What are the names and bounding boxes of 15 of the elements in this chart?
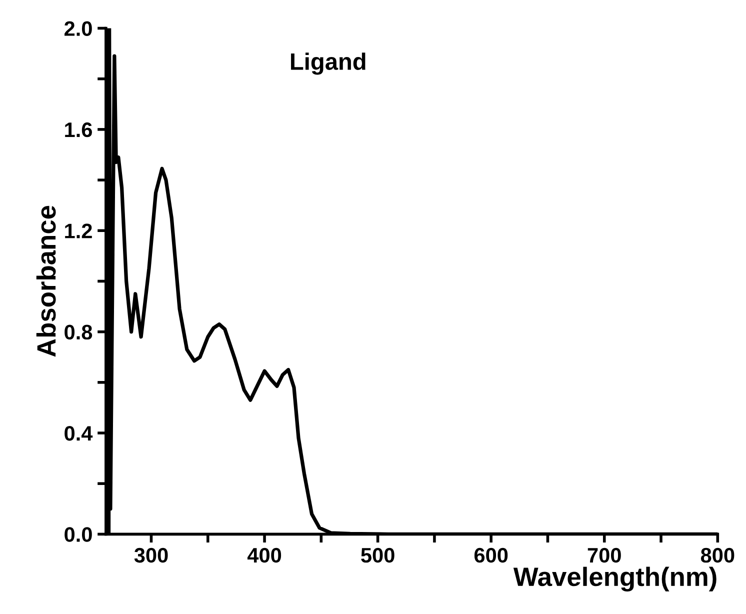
x-tick-label: 600: [474, 548, 508, 563]
annotation: Ligand: [291, 52, 366, 75]
x-tick-label: 800: [700, 548, 734, 563]
x-tick-label: 300: [134, 548, 168, 563]
y-axis-title: Absorbance: [36, 206, 56, 357]
y-tick-label: 0.4: [64, 426, 93, 441]
x-tick-label: 700: [588, 548, 621, 563]
y-tick-label: 0.0: [64, 527, 92, 542]
y-tick-label: 1.6: [65, 122, 92, 138]
x-tick-label: 500: [361, 548, 394, 563]
y-tick-label: 0.8: [64, 324, 92, 340]
y-tick-label: 2.0: [64, 21, 92, 36]
x-tick-label: 400: [247, 548, 282, 563]
x-axis-title: Wavelength(nm): [513, 566, 716, 592]
y-tick-label: 1.2: [65, 224, 92, 238]
